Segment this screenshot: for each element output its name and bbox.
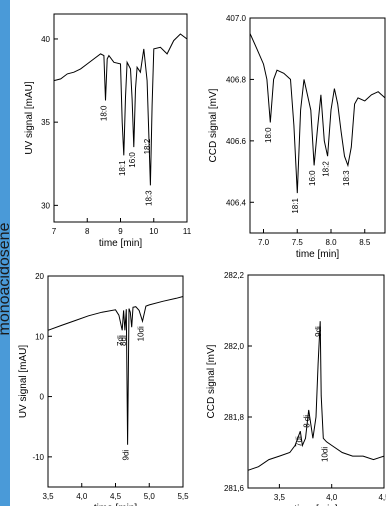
peak-label: 18:1 — [291, 198, 300, 214]
x-tick-label: 8.0 — [325, 238, 337, 247]
peak-label: 18:3 — [144, 190, 153, 206]
y-axis-label: UV signal [mAU] — [24, 81, 35, 155]
series-line — [247, 321, 385, 471]
chart-panel-2: 7.0 7.5 8.0 8.5 406.4 406.6 406.8 407.0 time [mi… — [208, 14, 386, 260]
plot-frame — [249, 17, 386, 234]
peak-label: 10di — [320, 447, 329, 462]
x-tick-label: 9 — [118, 227, 123, 236]
y-tick-label: 406.8 — [226, 75, 247, 84]
y-tick-label: 10 — [35, 332, 44, 341]
peak-label: 18:0 — [264, 127, 273, 143]
x-tick-label: 4,5 — [378, 493, 386, 502]
y-tick-label: 0 — [40, 393, 45, 402]
x-tick-label: 7 — [52, 227, 57, 236]
y-tick-label: 406.4 — [226, 198, 247, 207]
peak-label: 7di — [294, 436, 303, 447]
peak-label: 8di — [119, 335, 128, 346]
peak-label: 10di — [137, 326, 146, 341]
peak-label: 18:1 — [118, 160, 127, 176]
sidebar-band — [0, 0, 10, 506]
x-tick-label: 4,0 — [326, 493, 338, 502]
plot-frame — [47, 275, 184, 488]
x-tick-label: 10 — [149, 227, 158, 236]
x-axis-label: time [min] — [296, 249, 340, 260]
x-tick-label: 7.5 — [292, 238, 304, 247]
peak-label: 7di — [116, 335, 125, 346]
peak-label: 9di — [122, 450, 131, 461]
x-tick-label: 8.5 — [359, 238, 371, 247]
chart-panel-1: 7 8 9 10 11 30 35 40 time [min] UV signal [mAU] 18… — [24, 13, 192, 249]
plot-frame — [247, 274, 385, 489]
x-tick-label: 8 — [85, 227, 90, 236]
y-axis-label: UV signal [mAU] — [18, 345, 29, 419]
x-axis-label: time [min] — [294, 504, 338, 506]
series-line — [249, 33, 386, 194]
y-tick-label: 281,6 — [224, 484, 245, 493]
x-axis-label: time [min] — [94, 503, 138, 506]
peak-label: 18:0 — [100, 105, 109, 121]
peak-label: 16:0 — [128, 152, 137, 168]
peak-label: 18:2 — [322, 161, 331, 177]
x-axis-label: time [min] — [99, 238, 143, 249]
y-tick-label: 40 — [41, 35, 50, 44]
y-axis-label: CCD signal [mV] — [208, 88, 219, 162]
chart-panel-3: 3,5 4,0 4,5 5,0 5,5 -10 0 10 20 time [min] UV sign… — [18, 272, 189, 506]
x-tick-label: 5,0 — [144, 492, 156, 501]
x-tick-label: 4,5 — [110, 492, 122, 501]
y-axis-label: CCD signal [mV] — [206, 344, 217, 418]
y-tick-label: 281,8 — [224, 413, 245, 422]
series-line — [53, 33, 188, 186]
y-tick-label: 282,0 — [224, 342, 245, 351]
series-line — [47, 296, 184, 445]
peak-label: 8 di — [303, 415, 312, 428]
y-tick-label: 30 — [41, 201, 50, 210]
x-tick-label: 3,5 — [42, 492, 54, 501]
y-tick-label: 406.6 — [226, 137, 247, 146]
peak-label: 9di — [314, 326, 323, 337]
x-tick-label: 7.0 — [258, 238, 270, 247]
x-tick-label: 11 — [183, 227, 192, 236]
x-tick-label: 3,5 — [274, 493, 286, 502]
plot-frame — [53, 13, 188, 223]
y-tick-label: 35 — [41, 118, 50, 127]
peak-label: 18:2 — [143, 138, 152, 154]
chart-panel-4: 3,5 4,0 4,5 281,6 281,8 282,0 282,2 time [min] C… — [206, 271, 386, 506]
y-tick-label: -10 — [32, 453, 44, 462]
x-tick-label: 4,0 — [76, 492, 88, 501]
peak-label: 16:0 — [308, 170, 317, 186]
y-tick-label: 407.0 — [226, 14, 247, 23]
x-tick-label: 5,5 — [177, 492, 189, 501]
peak-label: 18:3 — [342, 170, 351, 186]
y-tick-label: 282,2 — [224, 271, 245, 280]
y-tick-label: 20 — [35, 272, 44, 281]
